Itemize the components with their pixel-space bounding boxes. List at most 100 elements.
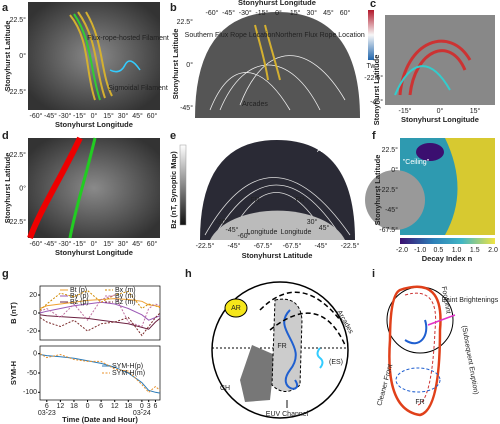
image-a	[28, 2, 160, 110]
tick-label: 0.5	[434, 247, 444, 254]
diagram-label: Faint Brightenings	[442, 297, 499, 304]
annotation: "Ceiling"	[403, 159, 430, 166]
lon-label: Longitude	[281, 229, 312, 236]
tick-label: -45°	[385, 206, 398, 214]
legend-label: Bz (m)	[115, 299, 136, 306]
panel-letter: e	[170, 130, 176, 142]
tick-label: 0°	[91, 240, 98, 248]
arcade-lines	[209, 55, 346, 111]
panel-letter: g	[2, 268, 9, 280]
tick-label: -22.5°	[341, 242, 360, 250]
colorbar-bz	[179, 144, 187, 226]
sun-disk-h	[211, 281, 349, 419]
image-b	[195, 12, 360, 118]
series-line	[39, 312, 161, 337]
image-d	[28, 138, 160, 238]
series-line	[39, 294, 161, 328]
series-line	[39, 289, 161, 311]
date-label: 03-24	[133, 410, 151, 417]
tick-label: -22.5°	[7, 88, 26, 96]
axis-label: SYM-H	[9, 361, 18, 385]
tick-label: 0°	[19, 184, 26, 192]
axis-label: Bz (nT, Synoptic Map)	[169, 151, 178, 229]
x-tick-label: 18	[70, 403, 78, 410]
tick-label: 45°	[132, 112, 143, 120]
axis-label: Stonyhurst Longitude	[55, 248, 133, 257]
tick-label: -15°	[73, 240, 86, 248]
tick-label: 0°	[437, 107, 444, 115]
tick-label: -2.0	[396, 247, 408, 254]
panel-letter: d	[2, 130, 9, 142]
y-tick-label: 0	[33, 310, 37, 317]
x-tick-label: 6	[99, 403, 103, 410]
annotation: Arcades	[242, 101, 268, 108]
field-lines	[69, 11, 113, 101]
tick-label: 30°	[118, 112, 129, 120]
fr-curve-i	[404, 319, 428, 345]
axis-label: Stonyhurst Latitude	[3, 153, 12, 224]
axis-label: Stonyhurst Latitude	[171, 29, 180, 100]
tick-label: -30°	[59, 240, 72, 248]
axis-label: Stonyhurst Longitude	[55, 120, 133, 129]
es-curve	[316, 347, 324, 369]
series-line	[39, 298, 161, 309]
lat-label: 45°	[319, 224, 330, 232]
tick-label: 22.5°	[10, 151, 27, 159]
lat-label: 30°	[307, 218, 318, 226]
lon-label: Longitude	[247, 229, 278, 236]
legend-label: SYM-H(m)	[112, 370, 145, 377]
axis-label: Stonyhurst Latitude	[242, 251, 313, 260]
axis-label: B (nT)	[9, 302, 18, 324]
tick-label: -45°	[44, 112, 57, 120]
field-lines-c	[394, 65, 451, 96]
x-tick-label: 6	[45, 403, 49, 410]
x-tick-label: 6	[154, 403, 158, 410]
tick-label: -30°	[59, 112, 72, 120]
front-green	[68, 137, 97, 239]
tick-label: 60°	[147, 112, 158, 120]
annotation: FR	[295, 197, 304, 204]
tick-label: 45°	[323, 9, 334, 17]
tick-label: 2.0	[488, 247, 498, 254]
arcade-curves	[259, 291, 346, 346]
diagram-label: FR	[415, 399, 424, 406]
tick-label: 30°	[306, 9, 317, 17]
diagram-label: (Subsequent Eruption)	[460, 325, 479, 395]
panel-letter: a	[2, 2, 9, 14]
panel-letter: h	[185, 268, 192, 280]
panel-letter: f	[372, 130, 376, 142]
diagram-label: FR	[277, 343, 286, 350]
plot-frame	[39, 285, 161, 341]
sigmoid	[109, 60, 141, 73]
diagram-label: AR	[231, 305, 241, 312]
lat-label: -30°	[216, 218, 229, 226]
ceiling-region	[416, 143, 444, 161]
tick-label: 0°	[275, 9, 282, 17]
tick-label: -45°	[315, 242, 328, 250]
legend-label: By (m)	[115, 293, 136, 300]
axis-label: Time (Date and Hour)	[62, 415, 138, 424]
diagram-label: Footprint	[440, 286, 452, 314]
sphere-f	[365, 170, 425, 230]
tick-label: -45°	[180, 104, 193, 112]
tick-label: -15°	[399, 107, 412, 115]
tick-label: 1.5	[470, 247, 480, 254]
axis-label: Stonyhurst Longitude	[238, 0, 316, 7]
legend-label: Bz (p)	[70, 299, 89, 306]
diagram-label: EUV Channel	[266, 411, 309, 418]
tick-label: -67.5°	[379, 226, 398, 234]
tick-label: 60°	[147, 240, 158, 248]
tick-label: -1.0	[414, 247, 426, 254]
panel-letter: c	[370, 0, 376, 10]
x-tick-label: 0	[86, 403, 90, 410]
sphere-e	[210, 210, 345, 240]
tick-label: 60°	[340, 9, 351, 17]
tick-label: -45°	[228, 242, 241, 250]
tick-label: 0°	[19, 52, 26, 60]
panel-letter: i	[372, 268, 375, 280]
diagram-label: CH	[220, 385, 230, 392]
tick-label: -60°	[206, 9, 219, 17]
annotation: Arcades	[317, 147, 343, 154]
annotation: Flux-rope-hosted Filament	[87, 35, 169, 42]
